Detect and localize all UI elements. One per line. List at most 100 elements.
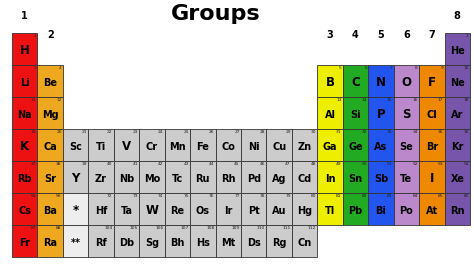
Text: 18: 18: [463, 98, 469, 102]
Bar: [190, 161, 216, 193]
Text: Zn: Zn: [298, 142, 312, 152]
Text: 11: 11: [31, 98, 36, 102]
Bar: [394, 65, 419, 97]
Bar: [190, 193, 216, 225]
Text: Sg: Sg: [145, 238, 159, 248]
Text: 46: 46: [260, 162, 265, 166]
Text: 75: 75: [183, 194, 189, 198]
Text: Y: Y: [72, 172, 80, 185]
Text: As: As: [374, 142, 388, 152]
Text: 83: 83: [387, 194, 392, 198]
Text: 12: 12: [56, 98, 62, 102]
Text: Ta: Ta: [120, 206, 133, 216]
Bar: [445, 65, 470, 97]
Text: 111: 111: [283, 226, 291, 230]
Text: Na: Na: [18, 110, 32, 120]
Text: 4: 4: [352, 30, 359, 40]
Text: Mt: Mt: [221, 238, 236, 248]
Bar: [317, 97, 343, 129]
Text: I: I: [429, 172, 434, 185]
Bar: [394, 129, 419, 161]
Text: 28: 28: [260, 130, 265, 134]
Text: Mg: Mg: [42, 110, 58, 120]
Text: 73: 73: [133, 194, 138, 198]
Text: 55: 55: [30, 194, 36, 198]
Text: N: N: [376, 76, 386, 89]
Text: At: At: [426, 206, 438, 216]
Bar: [37, 97, 63, 129]
Text: 25: 25: [183, 130, 189, 134]
Bar: [63, 161, 88, 193]
Text: **: **: [71, 238, 81, 248]
Bar: [12, 161, 37, 193]
Text: 53: 53: [438, 162, 443, 166]
Text: O: O: [401, 76, 411, 89]
Text: Rg: Rg: [272, 238, 286, 248]
Bar: [368, 65, 394, 97]
Text: 3: 3: [34, 66, 36, 70]
Bar: [419, 161, 445, 193]
Text: 104: 104: [104, 226, 113, 230]
Text: 109: 109: [232, 226, 240, 230]
Text: Ga: Ga: [323, 142, 337, 152]
Text: Cd: Cd: [298, 174, 312, 184]
Text: 74: 74: [158, 194, 164, 198]
Text: Ne: Ne: [450, 78, 465, 88]
Text: Sb: Sb: [374, 174, 388, 184]
Bar: [88, 193, 114, 225]
Bar: [419, 97, 445, 129]
Text: 82: 82: [362, 194, 367, 198]
Text: 108: 108: [206, 226, 214, 230]
Text: Rb: Rb: [18, 174, 32, 184]
Text: 24: 24: [158, 130, 164, 134]
Text: 36: 36: [463, 130, 469, 134]
Text: 14: 14: [362, 98, 367, 102]
Text: Be: Be: [43, 78, 57, 88]
Text: Rf: Rf: [95, 238, 107, 248]
Text: Al: Al: [325, 110, 336, 120]
Bar: [266, 225, 292, 257]
Text: Pt: Pt: [248, 206, 260, 216]
Bar: [266, 129, 292, 161]
Bar: [292, 129, 317, 161]
Text: Xe: Xe: [450, 174, 464, 184]
Text: Se: Se: [400, 142, 413, 152]
Text: Sc: Sc: [69, 142, 82, 152]
Bar: [216, 193, 241, 225]
Text: Kr: Kr: [451, 142, 464, 152]
Bar: [63, 129, 88, 161]
Bar: [368, 193, 394, 225]
Text: In: In: [325, 174, 335, 184]
Bar: [292, 225, 317, 257]
Text: Mo: Mo: [144, 174, 160, 184]
Text: Cu: Cu: [272, 142, 286, 152]
Text: 105: 105: [130, 226, 138, 230]
Text: Sn: Sn: [348, 174, 363, 184]
Bar: [394, 161, 419, 193]
Bar: [12, 193, 37, 225]
Text: 5: 5: [339, 66, 342, 70]
Bar: [445, 129, 470, 161]
Text: Hg: Hg: [297, 206, 312, 216]
Text: 43: 43: [183, 162, 189, 166]
Bar: [368, 97, 394, 129]
Text: S: S: [402, 108, 410, 121]
Bar: [343, 65, 368, 97]
Bar: [37, 193, 63, 225]
Bar: [241, 225, 266, 257]
Text: 26: 26: [209, 130, 214, 134]
Text: Hf: Hf: [95, 206, 107, 216]
Bar: [419, 129, 445, 161]
Bar: [12, 225, 37, 257]
Bar: [190, 129, 216, 161]
Text: K: K: [20, 140, 29, 153]
Bar: [139, 129, 164, 161]
Bar: [266, 161, 292, 193]
Bar: [63, 193, 88, 225]
Bar: [445, 97, 470, 129]
Text: Cs: Cs: [18, 206, 31, 216]
Text: 32: 32: [362, 130, 367, 134]
Text: 1: 1: [21, 11, 28, 21]
Text: B: B: [326, 76, 335, 89]
Text: Tl: Tl: [325, 206, 335, 216]
